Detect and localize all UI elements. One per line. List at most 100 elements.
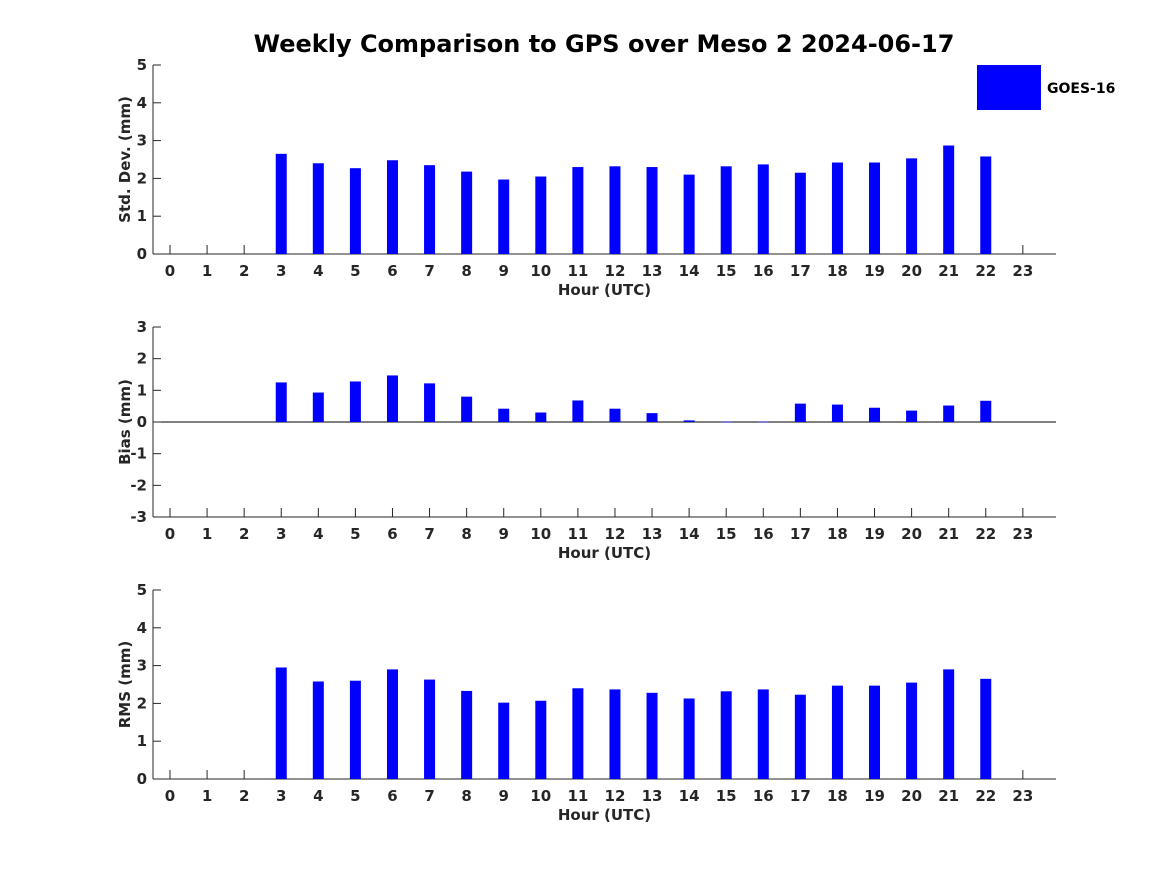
y-axis-label: Std. Dev. (mm): [116, 96, 134, 223]
bar-bias-hour-13: [646, 413, 658, 422]
x-tick-label: 5: [350, 525, 360, 543]
y-tick-label: 0: [137, 245, 147, 263]
y-tick-label: 5: [137, 581, 147, 599]
bar-rms-hour-7: [424, 679, 436, 779]
x-tick-label: 9: [499, 787, 509, 805]
x-tick-label: 18: [827, 525, 848, 543]
x-tick-label: 11: [567, 525, 588, 543]
bar-rms-hour-20: [906, 682, 918, 779]
bar-std-dev-hour-9: [498, 179, 510, 254]
x-tick-label: 0: [165, 787, 175, 805]
bar-std-dev-hour-10: [535, 176, 547, 254]
x-tick-label: 4: [313, 525, 323, 543]
bar-std-dev-hour-7: [424, 165, 436, 254]
y-tick-label: 3: [137, 657, 147, 675]
x-tick-label: 15: [716, 787, 737, 805]
x-tick-label: 19: [864, 787, 885, 805]
x-tick-label: 2: [239, 787, 249, 805]
x-tick-label: 23: [1012, 262, 1033, 280]
bar-std-dev-hour-21: [943, 145, 955, 254]
y-tick-label: -1: [130, 445, 147, 463]
bar-rms-hour-18: [831, 685, 843, 779]
bar-std-dev-hour-11: [572, 167, 584, 254]
x-tick-label: 16: [753, 262, 774, 280]
x-tick-label: 8: [461, 787, 471, 805]
bar-bias-hour-3: [275, 382, 287, 422]
bar-bias-hour-14: [683, 420, 695, 422]
y-tick-label: 2: [137, 694, 147, 712]
x-tick-label: 19: [864, 262, 885, 280]
bar-rms-hour-11: [572, 688, 584, 779]
bar-std-dev-hour-13: [646, 167, 658, 254]
bar-rms-hour-12: [609, 689, 621, 779]
y-tick-label: 3: [137, 132, 147, 150]
y-axis-label: Bias (mm): [116, 379, 134, 465]
bar-std-dev-hour-8: [461, 171, 473, 254]
x-tick-label: 6: [387, 262, 397, 280]
y-tick-label: 4: [137, 619, 147, 637]
bar-std-dev-hour-22: [980, 156, 992, 254]
bar-rms-hour-19: [869, 685, 881, 779]
x-tick-label: 6: [387, 525, 397, 543]
bar-rms-hour-3: [275, 667, 287, 779]
bar-bias-hour-21: [943, 405, 955, 422]
x-tick-label: 12: [605, 262, 626, 280]
bar-bias-hour-6: [386, 375, 398, 422]
bar-bias-hour-10: [535, 412, 547, 422]
y-tick-label: 1: [137, 381, 147, 399]
x-tick-label: 8: [461, 262, 471, 280]
bar-std-dev-hour-5: [349, 168, 361, 254]
x-tick-label: 22: [975, 525, 996, 543]
bar-std-dev-hour-14: [683, 174, 695, 254]
y-tick-label: 3: [137, 318, 147, 336]
y-tick-label: -3: [130, 508, 147, 526]
x-tick-label: 1: [202, 787, 212, 805]
x-tick-label: 1: [202, 525, 212, 543]
bar-std-dev-hour-18: [831, 162, 843, 254]
bar-bias-hour-8: [461, 396, 473, 422]
x-tick-label: 5: [350, 787, 360, 805]
x-tick-label: 1: [202, 262, 212, 280]
bar-std-dev-hour-16: [757, 164, 769, 254]
x-tick-label: 22: [975, 262, 996, 280]
x-tick-label: 7: [424, 262, 434, 280]
bar-std-dev-hour-3: [275, 153, 287, 254]
bar-bias-hour-20: [906, 410, 918, 422]
x-tick-label: 13: [642, 525, 663, 543]
x-tick-label: 11: [567, 262, 588, 280]
y-tick-label: 5: [137, 56, 147, 74]
x-tick-label: 14: [679, 262, 700, 280]
x-axis-label: Hour (UTC): [558, 281, 651, 299]
x-tick-label: 7: [424, 787, 434, 805]
x-tick-label: 8: [461, 525, 471, 543]
y-axis-label: RMS (mm): [116, 641, 134, 728]
x-tick-label: 23: [1012, 525, 1033, 543]
y-tick-label: 0: [137, 413, 147, 431]
x-tick-label: 19: [864, 525, 885, 543]
x-tick-label: 13: [642, 262, 663, 280]
x-tick-label: 3: [276, 262, 286, 280]
x-tick-label: 5: [350, 262, 360, 280]
bar-rms-hour-6: [386, 669, 398, 779]
x-tick-label: 3: [276, 525, 286, 543]
x-tick-label: 7: [424, 525, 434, 543]
y-tick-label: 1: [137, 732, 147, 750]
x-tick-label: 13: [642, 787, 663, 805]
bar-bias-hour-15: [720, 421, 732, 423]
x-tick-label: 11: [567, 787, 588, 805]
y-tick-label: 1: [137, 207, 147, 225]
y-tick-label: 4: [137, 94, 147, 112]
bar-rms-hour-8: [461, 690, 473, 779]
x-tick-label: 3: [276, 787, 286, 805]
x-tick-label: 20: [901, 262, 922, 280]
bar-bias-hour-5: [349, 381, 361, 422]
x-tick-label: 10: [530, 525, 551, 543]
bar-rms-hour-14: [683, 698, 695, 779]
x-tick-label: 20: [901, 525, 922, 543]
bar-std-dev-hour-15: [720, 166, 732, 254]
y-tick-label: 2: [137, 350, 147, 368]
x-tick-label: 2: [239, 525, 249, 543]
